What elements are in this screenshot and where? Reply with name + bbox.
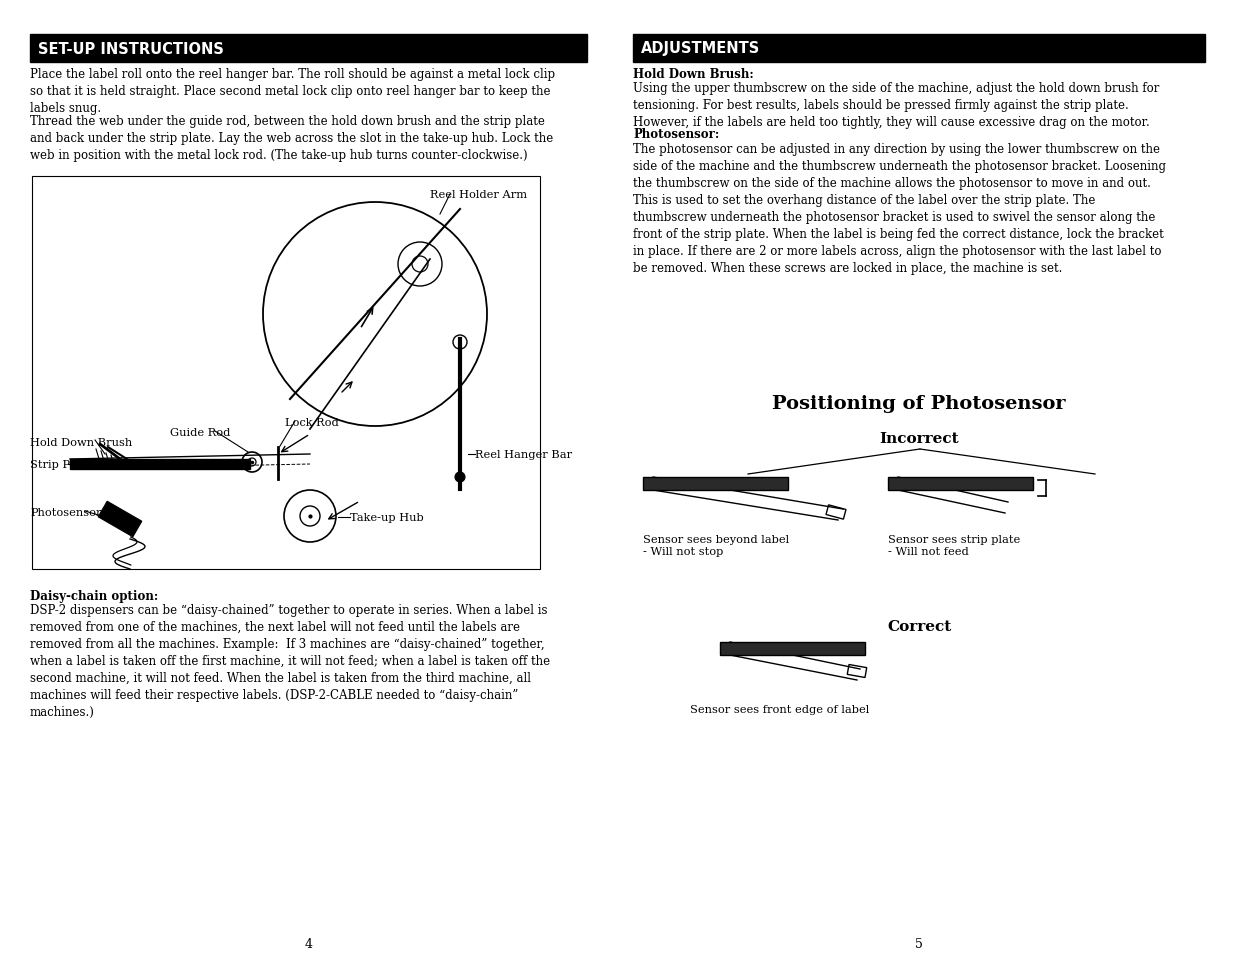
Text: Lock Rod: Lock Rod [285,417,338,428]
Bar [720,642,864,656]
Text: Hold Down Brush: Hold Down Brush [30,437,132,448]
Text: Sensor sees strip plate
- Will not feed: Sensor sees strip plate - Will not feed [888,535,1020,557]
Bar [888,477,1032,491]
Text: Thread the web under the guide rod, between the hold down brush and the strip pl: Thread the web under the guide rod, betw… [30,115,553,162]
Text: Positioning of Photosensor: Positioning of Photosensor [772,395,1066,413]
Bar [70,459,249,470]
Text: ADJUSTMENTS: ADJUSTMENTS [641,42,761,56]
Text: DSP-2 dispensers can be “daisy-chained” together to operate in series. When a la: DSP-2 dispensers can be “daisy-chained” … [30,603,550,719]
Bar [634,35,1205,63]
Text: Place the label roll onto the reel hanger bar. The roll should be against a meta: Place the label roll onto the reel hange… [30,68,555,115]
Text: 4: 4 [305,937,312,950]
Circle shape [454,473,466,482]
Text: Sensor sees front edge of label: Sensor sees front edge of label [690,704,869,714]
Text: Using the upper thumbscrew on the side of the machine, adjust the hold down brus: Using the upper thumbscrew on the side o… [634,82,1160,129]
Text: Sensor sees beyond label
- Will not stop: Sensor sees beyond label - Will not stop [643,535,789,557]
Text: 5: 5 [915,937,923,950]
Text: Hold Down Brush:: Hold Down Brush: [634,68,753,81]
Text: Guide Rod: Guide Rod [170,428,231,437]
Text: The photosensor can be adjusted in any direction by using the lower thumbscrew o: The photosensor can be adjusted in any d… [634,143,1166,274]
Text: Reel Holder Arm: Reel Holder Arm [430,190,527,200]
Text: Correct: Correct [887,619,951,634]
Text: Daisy-chain option:: Daisy-chain option: [30,589,158,602]
Bar [643,477,788,491]
Text: Incorrect: Incorrect [879,432,958,446]
Bar [30,35,587,63]
Polygon shape [98,501,142,537]
Text: Strip Plate: Strip Plate [30,459,91,470]
Text: Photosensor: Photosensor [30,507,101,517]
Bar [32,177,540,569]
Text: Reel Hanger Bar: Reel Hanger Bar [475,450,572,459]
Text: SET-UP INSTRUCTIONS: SET-UP INSTRUCTIONS [38,42,224,56]
Text: Photosensor:: Photosensor: [634,128,719,141]
Text: Take-up Hub: Take-up Hub [350,513,424,522]
